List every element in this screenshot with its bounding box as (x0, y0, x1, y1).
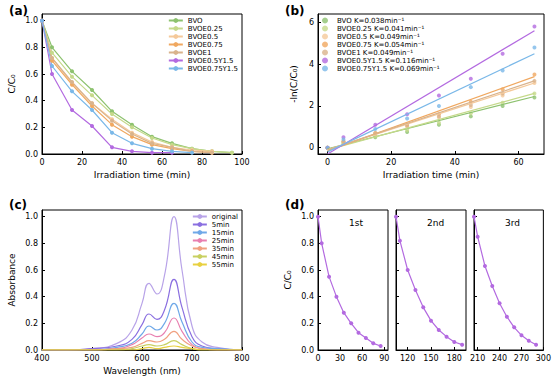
svg-text:BVOE0.75 K=0.054min⁻¹: BVOE0.75 K=0.054min⁻¹ (337, 41, 424, 49)
svg-text:45min: 45min (212, 253, 234, 261)
svg-text:5min: 5min (212, 221, 230, 229)
svg-text:0.0: 0.0 (301, 346, 314, 355)
svg-text:BVOE1: BVOE1 (188, 49, 212, 57)
svg-text:2nd: 2nd (427, 218, 444, 228)
svg-text:0: 0 (325, 158, 330, 167)
svg-text:BVOE0.75Y1.5 K=0.069min⁻¹: BVOE0.75Y1.5 K=0.069min⁻¹ (337, 65, 440, 73)
svg-text:1.0: 1.0 (25, 212, 38, 221)
svg-text:BVOE0.75: BVOE0.75 (188, 41, 223, 49)
svg-text:BVOE0.75Y1.5: BVOE0.75Y1.5 (188, 65, 238, 73)
svg-text:0.6: 0.6 (25, 70, 38, 79)
svg-text:6: 6 (309, 18, 314, 27)
svg-text:Absorbance: Absorbance (7, 253, 17, 307)
svg-text:BVOE0.25: BVOE0.25 (188, 25, 223, 33)
svg-text:25min: 25min (212, 237, 234, 245)
svg-text:90: 90 (379, 354, 389, 363)
svg-text:20: 20 (77, 158, 87, 167)
svg-text:40: 40 (117, 158, 127, 167)
svg-text:0: 0 (315, 354, 320, 363)
svg-text:BVOE1 K=0.049min⁻¹: BVOE1 K=0.049min⁻¹ (337, 49, 413, 57)
svg-text:60: 60 (513, 158, 523, 167)
svg-text:BVOE0.5Y1.5 K=0.116min⁻¹: BVOE0.5Y1.5 K=0.116min⁻¹ (337, 57, 435, 65)
svg-text:1st: 1st (349, 218, 363, 228)
svg-text:BVO K=0.038min⁻¹: BVO K=0.038min⁻¹ (337, 17, 404, 25)
svg-text:0.6: 0.6 (25, 266, 38, 275)
svg-text:Wavelength (nm): Wavelength (nm) (103, 366, 181, 376)
svg-text:400: 400 (34, 354, 49, 363)
svg-text:BVOE0.5: BVOE0.5 (188, 33, 218, 41)
svg-text:800: 800 (234, 354, 249, 363)
svg-text:0.8: 0.8 (25, 239, 38, 248)
svg-text:0.2: 0.2 (301, 319, 314, 328)
svg-text:700: 700 (184, 354, 199, 363)
svg-text:C/C₀: C/C₀ (7, 74, 17, 94)
svg-text:0.2: 0.2 (25, 123, 38, 132)
svg-text:60: 60 (357, 354, 367, 363)
svg-text:0.0: 0.0 (25, 345, 38, 355)
svg-text:0.6: 0.6 (301, 266, 314, 275)
svg-text:55min: 55min (212, 261, 234, 269)
svg-text:2: 2 (309, 101, 314, 110)
svg-text:Irradiation time (min): Irradiation time (min) (383, 170, 479, 180)
svg-text:270: 270 (514, 354, 529, 363)
svg-text:20: 20 (386, 158, 396, 167)
svg-text:4: 4 (309, 60, 314, 69)
svg-text:0.8: 0.8 (25, 43, 38, 52)
svg-text:100: 100 (234, 158, 249, 167)
svg-text:150: 150 (423, 354, 438, 363)
svg-text:(b): (b) (285, 4, 305, 18)
svg-text:500: 500 (84, 354, 99, 363)
svg-text:15min: 15min (212, 229, 234, 237)
svg-text:35min: 35min (212, 245, 234, 253)
svg-text:BVO: BVO (188, 17, 203, 25)
svg-text:(d): (d) (285, 198, 305, 212)
svg-text:-ln(C/C₀): -ln(C/C₀) (289, 65, 299, 103)
svg-text:0.4: 0.4 (25, 96, 38, 105)
svg-text:(a): (a) (9, 4, 28, 18)
svg-text:0.8: 0.8 (301, 239, 314, 248)
svg-text:600: 600 (134, 354, 149, 363)
svg-text:0.0: 0.0 (25, 150, 38, 159)
svg-text:240: 240 (492, 354, 507, 363)
svg-text:0.4: 0.4 (301, 292, 314, 301)
svg-text:C/C₀: C/C₀ (283, 270, 293, 290)
svg-text:1.0: 1.0 (301, 212, 314, 221)
svg-text:120: 120 (400, 354, 415, 363)
svg-text:0: 0 (39, 158, 44, 167)
svg-text:0: 0 (309, 143, 314, 152)
svg-text:0.4: 0.4 (25, 292, 38, 301)
svg-text:30: 30 (335, 354, 345, 363)
svg-text:60: 60 (157, 158, 167, 167)
svg-text:BVOE0.5Y1.5: BVOE0.5Y1.5 (188, 57, 234, 65)
svg-text:300: 300 (536, 354, 551, 363)
svg-text:Irradiation time (min): Irradiation time (min) (94, 170, 190, 180)
svg-text:210: 210 (470, 354, 485, 363)
svg-text:80: 80 (197, 158, 207, 167)
svg-text:40: 40 (450, 158, 460, 167)
svg-text:1.0: 1.0 (25, 16, 38, 26)
svg-text:BVOE0.5 K=0.049min⁻¹: BVOE0.5 K=0.049min⁻¹ (337, 33, 420, 41)
svg-text:BVOE0.25 K=0.041min⁻¹: BVOE0.25 K=0.041min⁻¹ (337, 25, 424, 33)
svg-text:(c): (c) (9, 198, 27, 212)
svg-text:0.2: 0.2 (25, 319, 38, 328)
svg-text:original: original (212, 213, 238, 221)
svg-text:180: 180 (447, 354, 462, 363)
svg-text:3rd: 3rd (505, 218, 520, 228)
